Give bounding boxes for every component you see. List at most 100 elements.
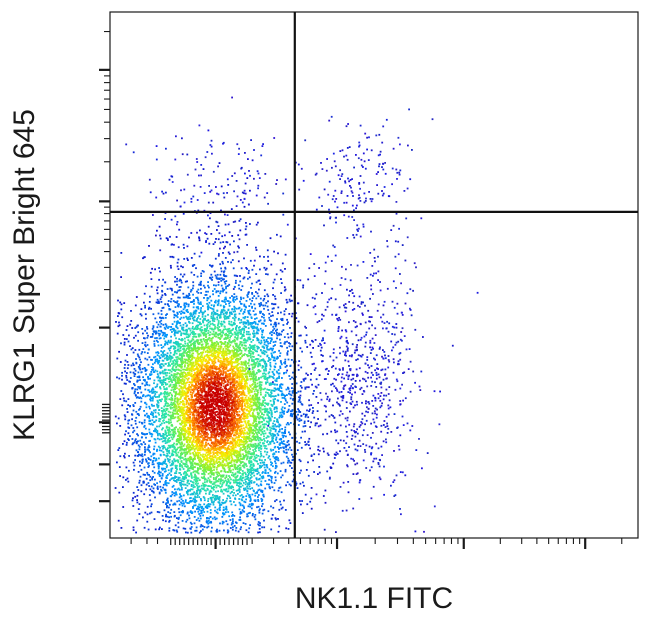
event-dot: [224, 245, 226, 248]
event-dot: [280, 401, 282, 403]
event-dot: [147, 389, 150, 392]
event-dot: [198, 237, 201, 240]
event-dot: [235, 389, 238, 392]
event-dot: [123, 338, 126, 340]
event-dot: [262, 329, 264, 332]
event-dot: [203, 468, 205, 471]
event-dot: [233, 285, 236, 288]
event-dot: [183, 354, 186, 357]
event-dot: [190, 288, 193, 291]
event-dot: [190, 378, 193, 381]
event-dot: [234, 479, 237, 481]
event-dot: [257, 531, 259, 534]
event-dot: [238, 491, 241, 493]
event-dot: [181, 365, 183, 368]
event-dot: [248, 460, 250, 462]
event-dot: [264, 376, 266, 379]
event-dot: [144, 367, 147, 370]
event-dot: [259, 319, 262, 322]
event-dot: [135, 416, 138, 419]
event-dot: [242, 482, 245, 484]
event-dot: [229, 476, 231, 479]
event-dot: [226, 431, 228, 434]
event-dot: [135, 531, 137, 534]
event-dot: [266, 305, 269, 308]
event-dot: [255, 483, 258, 486]
event-dot: [266, 392, 269, 394]
event-dot: [214, 257, 217, 260]
event-dot: [188, 363, 190, 366]
event-dot: [169, 446, 172, 449]
event-dot: [173, 390, 175, 393]
event-dot: [225, 317, 228, 320]
event-dot: [134, 334, 137, 337]
event-dot: [203, 389, 206, 392]
event-dot: [191, 322, 194, 325]
event-dot: [137, 392, 139, 394]
event-dot: [184, 382, 187, 385]
event-dot: [250, 502, 253, 505]
event-dot: [148, 494, 151, 496]
event-dot: [239, 358, 241, 361]
event-dot: [117, 449, 120, 451]
event-dot: [298, 442, 301, 444]
event-dot: [197, 396, 200, 399]
event-dot: [317, 445, 320, 448]
event-dot: [168, 427, 171, 430]
event-dot: [206, 467, 209, 469]
event-dot: [131, 327, 134, 329]
event-dot: [199, 462, 202, 465]
event-dot: [248, 336, 251, 339]
event-dot: [238, 395, 240, 397]
event-dot: [241, 417, 244, 420]
event-dot: [172, 375, 175, 377]
event-dot: [161, 284, 164, 287]
event-dot: [251, 355, 254, 358]
event-dot: [212, 408, 214, 411]
event-dot: [165, 397, 168, 400]
event-dot: [191, 315, 193, 318]
event-dot: [167, 444, 170, 447]
event-dot: [173, 502, 176, 505]
event-dot: [178, 338, 181, 340]
event-dot: [234, 387, 237, 390]
event-dot: [229, 313, 231, 315]
event-dot: [244, 437, 247, 439]
event-dot: [191, 488, 194, 491]
event-dot: [150, 358, 152, 361]
event-dot: [283, 342, 286, 345]
event-dot: [164, 372, 167, 375]
event-dot: [193, 252, 196, 255]
event-dot: [257, 323, 259, 326]
event-dot: [176, 459, 179, 462]
event-dot: [161, 294, 164, 297]
event-dot: [119, 361, 122, 363]
event-dot: [122, 397, 125, 400]
event-dot: [220, 402, 223, 405]
event-dot: [164, 483, 167, 486]
event-dot: [155, 419, 158, 422]
event-dot: [212, 293, 214, 296]
event-dot: [183, 429, 185, 432]
event-dot: [205, 459, 208, 462]
event-dot: [215, 356, 218, 358]
event-dot: [281, 411, 284, 414]
event-dot: [182, 323, 185, 326]
event-dot: [317, 418, 319, 420]
event-dot: [269, 441, 271, 444]
event-dot: [269, 409, 272, 411]
event-dot: [271, 338, 273, 341]
event-dot: [202, 465, 204, 468]
event-dot: [209, 463, 211, 466]
event-dot: [185, 451, 187, 454]
event-dot: [242, 465, 245, 468]
event-dot: [239, 229, 242, 232]
event-dot: [167, 327, 169, 329]
event-dot: [222, 506, 225, 509]
event-dot: [189, 362, 192, 365]
event-dot: [173, 458, 176, 461]
event-dot: [198, 492, 201, 495]
event-dot: [296, 449, 299, 451]
event-dot: [268, 376, 271, 379]
event-dot: [198, 348, 201, 351]
